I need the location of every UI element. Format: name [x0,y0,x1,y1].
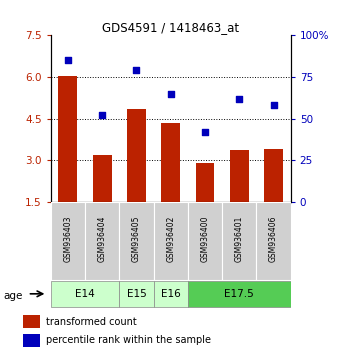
Bar [58,76,77,202]
Text: GSM936400: GSM936400 [200,216,210,262]
Text: GSM936401: GSM936401 [235,216,244,262]
Point [134,68,139,73]
Text: GSM936402: GSM936402 [166,216,175,262]
Text: E16: E16 [161,289,180,299]
Text: age: age [3,291,23,301]
Bar [23,315,40,328]
Bar [257,202,291,280]
Bar [51,202,85,280]
Bar [188,281,291,307]
Text: GSM936404: GSM936404 [98,216,106,262]
Point [271,102,276,108]
Bar [222,202,257,280]
Title: GDS4591 / 1418463_at: GDS4591 / 1418463_at [102,21,239,34]
Point [99,113,105,118]
Bar [264,149,283,202]
Text: E17.5: E17.5 [224,289,254,299]
Point [237,96,242,102]
Text: E14: E14 [75,289,95,299]
Bar [119,281,153,307]
Bar [161,123,180,202]
Bar [153,281,188,307]
Bar [127,109,146,202]
Text: GSM936406: GSM936406 [269,216,278,262]
Bar [23,334,40,347]
Point [202,129,208,135]
Bar [196,163,214,202]
Bar [230,150,249,202]
Bar [85,202,119,280]
Text: GSM936405: GSM936405 [132,216,141,262]
Bar [51,281,119,307]
Text: transformed count: transformed count [46,316,137,327]
Text: E15: E15 [126,289,146,299]
Text: GSM936403: GSM936403 [63,216,72,262]
Point [65,58,71,63]
Bar [188,202,222,280]
Text: percentile rank within the sample: percentile rank within the sample [46,335,211,346]
Bar [93,155,112,202]
Bar [153,202,188,280]
Point [168,91,173,97]
Bar [119,202,153,280]
